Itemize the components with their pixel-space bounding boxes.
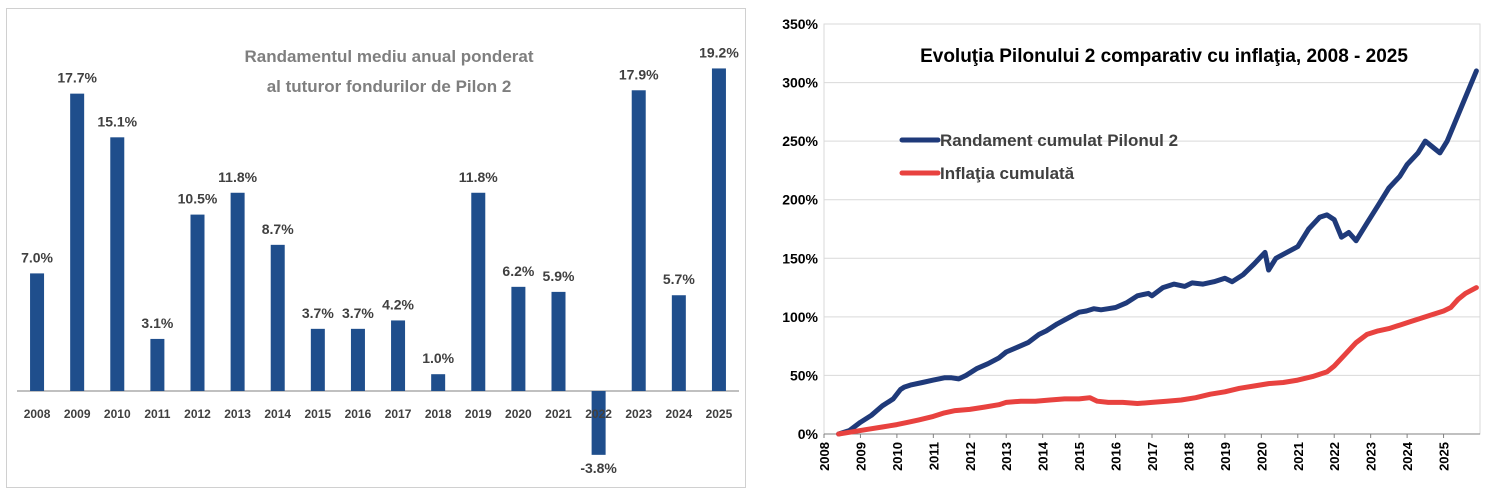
x-tick-label: 2018 (1181, 442, 1196, 471)
x-tick-label: 2023 (1364, 442, 1379, 471)
bar-value-label-2015: 3.7% (302, 305, 334, 321)
x-tick-label: 2022 (1327, 442, 1342, 471)
x-tick-label: 2013 (999, 442, 1014, 471)
x-category-label-2022: 2022 (585, 407, 612, 421)
bar-2021 (551, 291, 566, 391)
bar-value-label-2021: 5.9% (543, 268, 575, 284)
bar-value-label-2018: 1.0% (422, 350, 454, 366)
x-tick-label: 2021 (1291, 442, 1306, 471)
x-category-label-2017: 2017 (385, 407, 412, 421)
bar-2016 (350, 328, 365, 391)
x-category-label-2010: 2010 (104, 407, 131, 421)
x-category-label-2011: 2011 (144, 407, 170, 421)
y-tick-label: 300% (782, 75, 818, 91)
x-category-label-2014: 2014 (264, 407, 291, 421)
legend-label-inflation: Inflaţia cumulată (940, 164, 1075, 183)
x-tick-label: 2014 (1036, 441, 1051, 471)
bar-2019 (471, 192, 486, 391)
legend-label-pilon2: Randament cumulat Pilonul 2 (940, 131, 1178, 150)
bar-value-label-2017: 4.2% (382, 296, 414, 312)
bar-value-label-2019: 11.8% (459, 169, 498, 185)
x-tick-label: 2012 (963, 442, 978, 471)
bar-2018 (431, 374, 446, 391)
x-category-label-2019: 2019 (465, 407, 492, 421)
inflation-cumulative-line (836, 285, 1479, 437)
bar-value-label-2011: 3.1% (141, 315, 173, 331)
x-category-label-2012: 2012 (184, 407, 211, 421)
cumulative-evolution-line-chart: Evoluţia Pilonului 2 comparativ cu infla… (782, 16, 1481, 471)
bar-value-label-2016: 3.7% (342, 305, 374, 321)
x-category-label-2020: 2020 (505, 407, 532, 421)
bar-2015 (310, 328, 325, 391)
x-category-label-2023: 2023 (625, 407, 652, 421)
bar-value-label-2013: 11.8% (218, 169, 257, 185)
cumulative-evolution-chart-panel: Evoluţia Pilonului 2 comparativ cu infla… (752, 6, 1490, 494)
pilon2-cumulative-line (836, 68, 1479, 437)
bar-2013 (230, 192, 245, 391)
bar-chart-title-line-1: Randamentul mediu anual ponderat (244, 47, 533, 66)
x-category-label-2024: 2024 (665, 407, 692, 421)
bar-value-label-2020: 6.2% (502, 263, 534, 279)
y-tick-label: 200% (782, 192, 818, 208)
bar-value-label-2022: -3.8% (580, 460, 617, 476)
y-tick-label: 250% (782, 133, 818, 149)
bar-2020 (511, 286, 526, 391)
x-tick-label: 2010 (890, 442, 905, 471)
bar-2010 (110, 137, 125, 391)
bar-value-label-2008: 7.0% (21, 249, 53, 265)
x-category-label-2018: 2018 (425, 407, 452, 421)
annual-returns-bar-chart: Randamentul mediu anual ponderat al tutu… (17, 44, 739, 476)
x-tick-label: 2008 (817, 442, 832, 471)
line-chart-title: Evoluţia Pilonului 2 comparativ cu infla… (920, 46, 1408, 67)
line-chart-plot-frame (823, 23, 1481, 435)
bar-2012 (190, 214, 205, 391)
x-tick-label: 2009 (853, 442, 868, 471)
bar-2022 (591, 391, 606, 455)
x-category-label-2015: 2015 (304, 407, 331, 421)
x-category-label-2013: 2013 (224, 407, 251, 421)
bar-value-label-2024: 5.7% (663, 271, 695, 287)
annual-returns-chart-panel: Randamentul mediu anual ponderat al tutu… (6, 8, 746, 488)
x-tick-label: 2024 (1400, 441, 1415, 471)
bar-2023 (631, 90, 646, 391)
y-tick-label: 100% (782, 309, 818, 325)
x-tick-label: 2017 (1145, 442, 1160, 471)
bar-value-label-2025: 19.2% (699, 44, 739, 60)
x-tick-label: 2016 (1109, 442, 1124, 471)
x-tick-label: 2020 (1254, 442, 1269, 471)
y-tick-label: 350% (782, 16, 818, 32)
x-category-label-2008: 2008 (24, 407, 51, 421)
x-tick-label: 2011 (926, 442, 941, 470)
y-tick-label: 50% (790, 367, 819, 383)
x-tick-label: 2025 (1437, 442, 1452, 471)
y-tick-label: 0% (798, 426, 819, 442)
bar-2017 (391, 320, 406, 391)
bar-2008 (30, 273, 45, 391)
bar-2024 (671, 295, 686, 391)
x-tick-label: 2019 (1218, 442, 1233, 471)
x-category-label-2016: 2016 (345, 407, 372, 421)
bar-value-label-2014: 8.7% (262, 221, 294, 237)
bar-value-label-2012: 10.5% (178, 191, 218, 207)
x-tick-label: 2015 (1072, 442, 1087, 471)
bar-value-label-2009: 17.7% (57, 70, 97, 86)
bar-2009 (70, 93, 85, 391)
y-tick-label: 150% (782, 250, 818, 266)
bar-2014 (270, 244, 285, 391)
x-category-label-2025: 2025 (706, 407, 733, 421)
bar-value-label-2023: 17.9% (619, 66, 659, 82)
bar-2011 (150, 338, 165, 391)
bar-value-label-2010: 15.1% (97, 113, 137, 129)
bar-chart-title-line-2: al tuturor fondurilor de Pilon 2 (267, 77, 512, 96)
bar-2025 (711, 68, 726, 391)
x-category-label-2021: 2021 (545, 407, 572, 421)
x-category-label-2009: 2009 (64, 407, 91, 421)
